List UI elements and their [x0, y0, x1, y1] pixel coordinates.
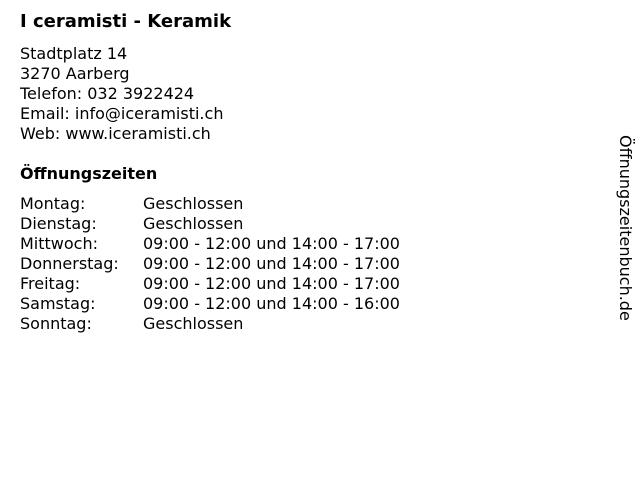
day: Freitag: — [20, 274, 81, 293]
time: 09:00 - 12:00 und 14:00 - 17:00 — [143, 234, 400, 253]
time: 09:00 - 12:00 und 14:00 - 17:00 — [143, 254, 400, 273]
phone: Telefon: 032 3922424 — [20, 84, 195, 103]
city: 3270 Aarberg — [20, 64, 130, 83]
day: Montag: — [20, 194, 86, 213]
time: 09:00 - 12:00 und 14:00 - 17:00 — [143, 274, 400, 293]
hours-row: Montag: Geschlossen — [20, 194, 400, 214]
day: Samstag: — [20, 294, 96, 313]
hours-row: Dienstag: Geschlossen — [20, 214, 400, 234]
hours-row: Sonntag: Geschlossen — [20, 314, 400, 334]
day: Donnerstag: — [20, 254, 119, 273]
time: Geschlossen — [143, 194, 244, 213]
website: Web: www.iceramisti.ch — [20, 124, 211, 143]
hours-row: Samstag: 09:00 - 12:00 und 14:00 - 16:00 — [20, 294, 400, 314]
time: Geschlossen — [143, 214, 244, 233]
day: Sonntag: — [20, 314, 92, 333]
time: 09:00 - 12:00 und 14:00 - 16:00 — [143, 294, 400, 313]
watermark-text: Öffnungszeitenbuch.de — [616, 135, 635, 321]
email: Email: info@iceramisti.ch — [20, 104, 224, 123]
day: Mittwoch: — [20, 234, 98, 253]
hours-row: Freitag: 09:00 - 12:00 und 14:00 - 17:00 — [20, 274, 400, 294]
hours-heading: Öffnungszeiten — [20, 164, 158, 183]
street: Stadtplatz 14 — [20, 44, 128, 63]
hours-table: Montag: Geschlossen Dienstag: Geschlossen … — [20, 194, 400, 334]
day: Dienstag: — [20, 214, 97, 233]
hours-row: Donnerstag: 09:00 - 12:00 und 14:00 - 17:… — [20, 254, 400, 274]
hours-row: Mittwoch: 09:00 - 12:00 und 14:00 - 17:00 — [20, 234, 400, 254]
time: Geschlossen — [143, 314, 244, 333]
business-title: I ceramisti - Keramik — [20, 11, 232, 32]
address-block: Stadtplatz 14 3270 Aarberg Telefon: 032 … — [20, 44, 223, 144]
